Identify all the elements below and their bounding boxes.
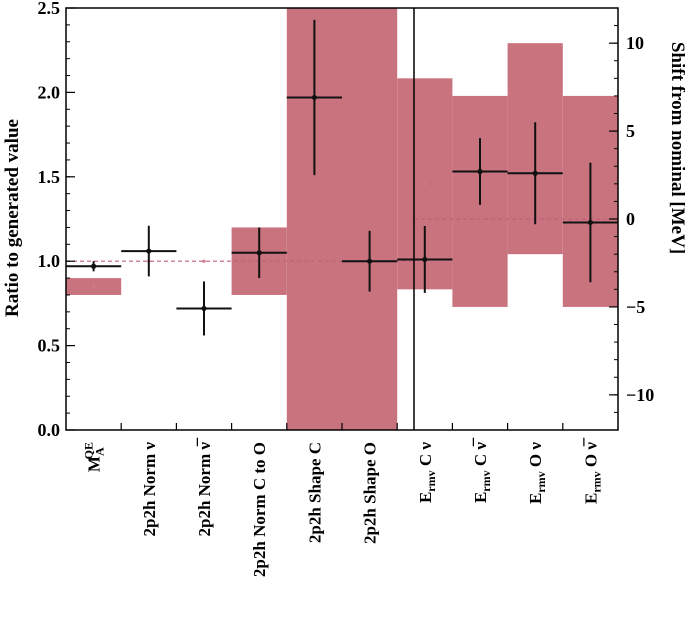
postfit-marker <box>422 256 428 263</box>
category-label: 2p2h Norm ν̅ <box>195 437 214 536</box>
category-label-main: 2p2h Norm ν̅ <box>195 437 214 536</box>
category-label: Ermv O ν̅ <box>581 437 603 504</box>
category-label: 2p2h Norm ν <box>140 442 159 537</box>
postfit-marker <box>201 305 207 312</box>
prior-central-marker <box>202 259 206 263</box>
category-label-tail: O ν <box>526 442 545 472</box>
left-tick-label: 2.5 <box>38 0 61 18</box>
category-label-tail: C ν̅ <box>471 437 490 470</box>
left-tick-label: 1.0 <box>38 251 61 271</box>
category-label-main: E <box>526 493 545 504</box>
prior-central-marker <box>92 284 96 289</box>
category-label-subscript: rmv <box>424 470 438 491</box>
postfit-marker <box>477 168 483 175</box>
category-label: 2p2h Shape O <box>361 442 380 544</box>
left-tick-label: 2.0 <box>38 82 61 102</box>
right-tick-label: 10 <box>626 33 644 53</box>
postfit-points <box>66 19 618 336</box>
right-tick-label: −10 <box>626 385 654 405</box>
axis-labels: 0.0 0.5 1.0 1.5 2.0 2.5 −10 −5 0 5 10 MAQE 2p2h Norm… <box>38 0 655 577</box>
category-label-main: 2p2h Shape O <box>361 442 380 544</box>
category-label-main: E <box>416 492 435 503</box>
postfit-marker <box>532 170 538 176</box>
category-label-subscript: rmv <box>589 471 603 492</box>
category-label: Ermv C ν̅ <box>471 437 493 503</box>
right-tick-label: 0 <box>626 209 635 229</box>
left-tick-label: 1.5 <box>38 167 61 187</box>
axis-ticks <box>66 7 618 431</box>
category-label-main: M <box>85 456 104 472</box>
postfit-marker <box>146 248 152 254</box>
postfit-marker <box>256 250 262 256</box>
right-tick-label: 5 <box>626 121 635 141</box>
y-axis-right-title: Shift from nominal [MeV] <box>667 42 685 254</box>
category-label-main: E <box>471 492 490 503</box>
category-label: 2p2h Shape C <box>305 442 324 543</box>
category-label: Ermv C ν <box>416 442 438 503</box>
postfit-marker <box>367 258 373 264</box>
category-label-tail: C ν <box>416 442 435 471</box>
category-label-main: 2p2h Shape C <box>305 442 324 543</box>
right-tick-label: −5 <box>626 297 645 317</box>
category-label-tail: O ν̅ <box>581 437 600 471</box>
category-label-superscript: QE <box>82 442 96 459</box>
y-axis-left-title: Ratio to generated value <box>2 119 23 317</box>
category-label: 2p2h Norm C to O <box>250 442 269 577</box>
category-label-main: E <box>581 493 600 504</box>
category-label: Ermv O ν <box>526 442 548 504</box>
prior-band <box>342 8 398 430</box>
category-label-main: 2p2h Norm C to O <box>250 442 269 577</box>
left-tick-label: 0.5 <box>38 336 61 356</box>
category-label-subscript: A <box>93 447 107 456</box>
postfit-marker <box>587 219 594 226</box>
postfit-marker <box>311 94 317 101</box>
category-label-subscript: rmv <box>534 471 548 492</box>
prior-central-marker <box>423 182 427 186</box>
category-label-main: 2p2h Norm ν <box>140 442 159 537</box>
postfit-marker <box>91 263 97 269</box>
left-tick-label: 0.0 <box>38 420 61 440</box>
category-label: MAQE <box>82 442 107 472</box>
category-label-subscript: rmv <box>479 470 493 491</box>
